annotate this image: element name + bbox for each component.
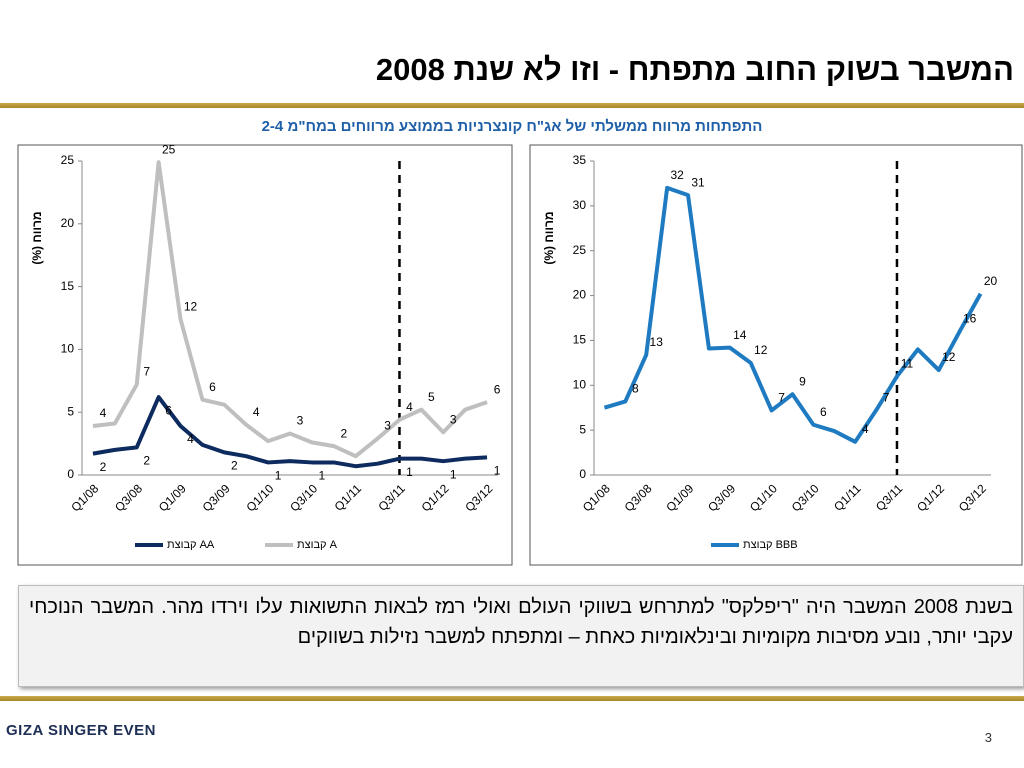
data-label: 9: [799, 374, 806, 388]
y-tick-label: 0: [67, 467, 74, 481]
y-axis-label: מרווח (%): [30, 211, 44, 264]
data-label: 6: [494, 382, 501, 396]
y-tick-label: 10: [61, 342, 75, 356]
chart-frame: [529, 144, 1023, 566]
divider: [0, 696, 1024, 701]
data-label: 4: [253, 405, 260, 419]
data-label: 16: [963, 312, 977, 326]
data-label: 25: [162, 142, 176, 156]
y-tick-label: 30: [573, 198, 587, 212]
legend-label: קבוצת BBB: [743, 539, 798, 551]
data-label: 1: [275, 469, 282, 483]
data-label: 6: [820, 405, 827, 419]
y-tick-label: 5: [67, 404, 74, 418]
legend-label: קבוצת A: [297, 539, 338, 551]
data-label: 31: [691, 175, 705, 189]
data-label: 1: [319, 469, 326, 483]
data-label: 1: [494, 464, 501, 478]
legend-label: קבוצת AA: [167, 539, 215, 551]
data-label: 12: [184, 299, 198, 313]
data-label: 7: [883, 391, 890, 405]
slide-title: המשבר בשוק החוב מתפתח - וזו לא שנת 2008: [375, 52, 1014, 87]
data-line: [92, 160, 488, 459]
y-tick-label: 20: [573, 288, 587, 302]
y-tick-label: 15: [61, 279, 75, 293]
data-label: 7: [778, 391, 785, 405]
data-label: 11: [901, 356, 914, 370]
data-label: 1: [406, 465, 413, 479]
data-line: [603, 185, 983, 444]
y-tick-label: 15: [573, 333, 587, 347]
data-label: 2: [231, 459, 238, 473]
data-label: 6: [209, 380, 216, 394]
data-label: 6: [165, 403, 172, 417]
y-tick-label: 10: [573, 377, 587, 391]
data-label: 12: [754, 343, 768, 357]
y-tick-label: 20: [61, 216, 75, 230]
data-label: 4: [406, 400, 413, 414]
y-tick-label: 35: [573, 153, 587, 167]
y-tick-label: 25: [573, 243, 587, 257]
data-label: 4: [862, 422, 869, 436]
body-text: בשנת 2008 המשבר היה "ריפלקס" למתרחש בשוו…: [18, 585, 1024, 687]
y-tick-label: 0: [579, 467, 586, 481]
data-label: 7: [143, 365, 150, 379]
data-label: 14: [733, 328, 747, 342]
data-label: 2: [340, 426, 347, 440]
y-axis-label: מרווח (%): [542, 211, 556, 264]
data-label: 5: [428, 390, 435, 404]
data-label: 4: [187, 432, 194, 446]
data-label: 12: [942, 350, 956, 364]
data-label: 8: [632, 382, 639, 396]
data-label: 3: [450, 412, 457, 426]
chart-subtitle: התפתחות מרווח ממשלתי של אג"ח קונצרניות ב…: [261, 118, 763, 135]
data-label: 13: [650, 335, 664, 349]
y-tick-label: 5: [579, 422, 586, 436]
y-tick-label: 25: [61, 153, 75, 167]
data-label: 1: [450, 467, 457, 481]
data-label: 2: [100, 460, 107, 474]
data-label: 3: [384, 419, 391, 433]
page-number: 3: [984, 730, 992, 745]
chart-frame: [17, 144, 513, 566]
divider: [0, 103, 1024, 108]
data-label: 4: [100, 406, 107, 420]
data-label: 3: [297, 414, 304, 428]
data-label: 32: [670, 168, 684, 182]
logo: GIZA SINGER EVEN: [6, 722, 156, 739]
data-label: 20: [984, 274, 998, 288]
data-label: 2: [143, 454, 150, 468]
data-line: [92, 395, 488, 469]
